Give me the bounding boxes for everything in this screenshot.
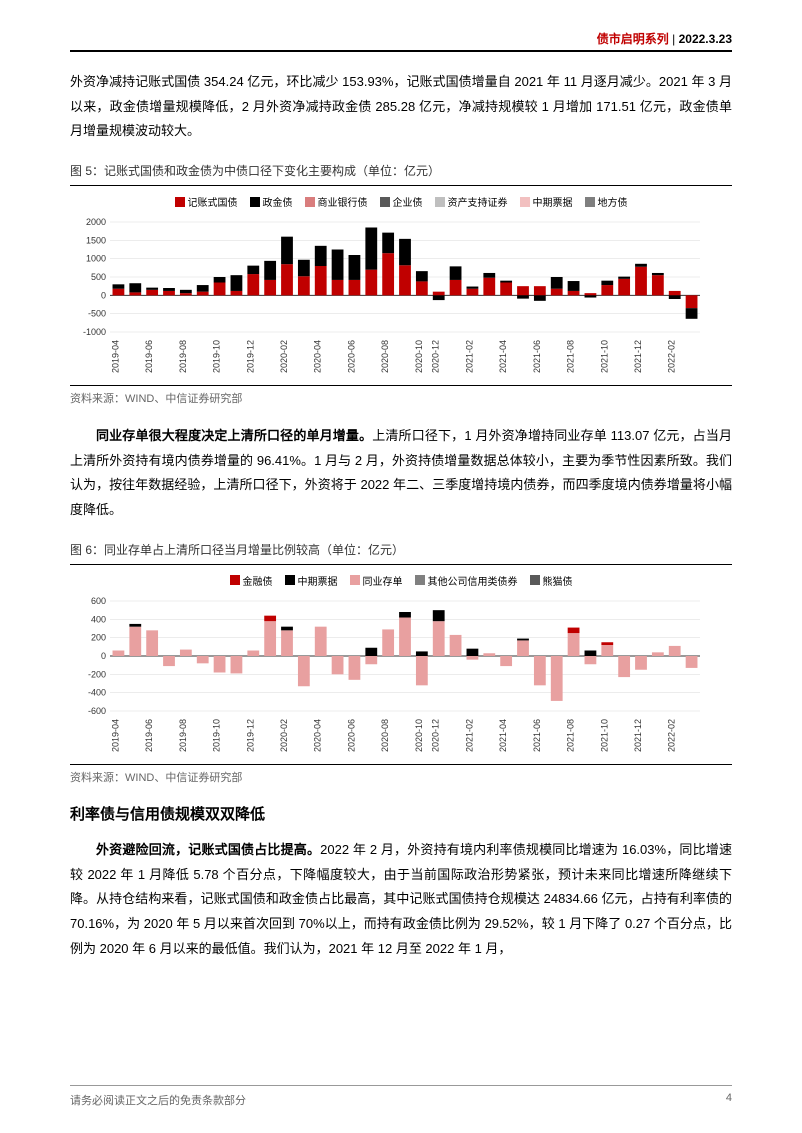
chart6-title: 图 6：同业存单占上清所口径当月增量比例较高（单位：亿元） <box>70 541 732 558</box>
svg-text:2020-04: 2020-04 <box>313 340 323 373</box>
legend-item: 记账式国债 <box>175 194 238 209</box>
svg-text:2021-12: 2021-12 <box>633 340 643 373</box>
svg-text:2019-12: 2019-12 <box>245 719 255 752</box>
legend-item: 其他公司信用类债券 <box>415 573 518 588</box>
svg-text:1000: 1000 <box>86 254 106 264</box>
svg-text:2020-12: 2020-12 <box>431 719 441 752</box>
legend-item: 商业银行债 <box>305 194 368 209</box>
chart5-title: 图 5：记账式国债和政金债为中债口径下变化主要构成（单位：亿元） <box>70 162 732 179</box>
svg-text:2021-04: 2021-04 <box>498 719 508 752</box>
svg-text:-400: -400 <box>88 687 106 697</box>
chart6-source: 资料来源：WIND、中信证券研究部 <box>70 769 732 785</box>
chart5-svg: -1000 -500 0 500 1000 1500 2000 2019-04 2019-06 2… <box>70 217 710 377</box>
svg-text:2020-06: 2020-06 <box>346 340 356 373</box>
footer: 请务必阅读正文之后的免责条款部分 4 <box>70 1085 732 1108</box>
svg-text:2021-10: 2021-10 <box>599 340 609 373</box>
svg-text:2020-10: 2020-10 <box>414 340 424 373</box>
svg-text:2020-02: 2020-02 <box>279 719 289 752</box>
svg-text:2020-06: 2020-06 <box>346 719 356 752</box>
chart5-legend: 记账式国债政金债商业银行债企业债资产支持证券中期票据地方债 <box>70 194 732 209</box>
series-name: 债市启明系列 <box>597 32 669 46</box>
svg-text:500: 500 <box>91 272 106 282</box>
svg-text:2020-02: 2020-02 <box>279 340 289 373</box>
chart6: 金融债中期票据同业存单其他公司信用类债券熊猫债 -600 -400 -200 0 200… <box>70 564 732 765</box>
chart5-source: 资料来源：WIND、中信证券研究部 <box>70 390 732 406</box>
paragraph-2: 同业存单很大程度决定上清所口径的单月增量。上清所口径下，1 月外资净增持同业存单… <box>70 424 732 523</box>
header-rule <box>70 50 732 52</box>
svg-text:600: 600 <box>91 596 106 606</box>
svg-text:2019-10: 2019-10 <box>212 340 222 373</box>
paragraph-3: 外资避险回流，记账式国债占比提高。2022 年 2 月，外资持有境内利率债规模同… <box>70 838 732 961</box>
svg-text:2019-04: 2019-04 <box>110 340 120 373</box>
svg-text:2019-06: 2019-06 <box>144 340 154 373</box>
svg-text:2019-08: 2019-08 <box>178 340 188 373</box>
svg-text:2019-08: 2019-08 <box>178 719 188 752</box>
svg-text:2021-08: 2021-08 <box>566 340 576 373</box>
svg-text:2020-08: 2020-08 <box>380 340 390 373</box>
chart6-svg: -600 -400 -200 0 200 400 600 2019-04 2019-06 2019… <box>70 596 710 756</box>
svg-text:2019-10: 2019-10 <box>212 719 222 752</box>
svg-text:2019-04: 2019-04 <box>110 719 120 752</box>
svg-text:-200: -200 <box>88 669 106 679</box>
svg-text:2021-02: 2021-02 <box>464 340 474 373</box>
svg-text:2021-10: 2021-10 <box>599 719 609 752</box>
svg-text:2022-02: 2022-02 <box>667 719 677 752</box>
svg-text:2022-02: 2022-02 <box>667 340 677 373</box>
svg-text:2021-08: 2021-08 <box>566 719 576 752</box>
svg-text:2020-12: 2020-12 <box>431 340 441 373</box>
legend-item: 企业债 <box>380 194 423 209</box>
svg-text:2020-10: 2020-10 <box>414 719 424 752</box>
svg-text:2021-06: 2021-06 <box>532 719 542 752</box>
svg-text:2021-02: 2021-02 <box>464 719 474 752</box>
chart5: 记账式国债政金债商业银行债企业债资产支持证券中期票据地方债 -1000 -500 0… <box>70 185 732 386</box>
paragraph-1: 外资净减持记账式国债 354.24 亿元，环比减少 153.93%，记账式国债增… <box>70 70 732 144</box>
legend-item: 资产支持证券 <box>435 194 508 209</box>
svg-text:-600: -600 <box>88 706 106 716</box>
svg-text:2020-08: 2020-08 <box>380 719 390 752</box>
svg-text:400: 400 <box>91 614 106 624</box>
svg-text:2020-04: 2020-04 <box>313 719 323 752</box>
chart6-legend: 金融债中期票据同业存单其他公司信用类债券熊猫债 <box>70 573 732 588</box>
legend-item: 金融债 <box>230 573 273 588</box>
svg-text:-1000: -1000 <box>83 327 106 337</box>
page-number: 4 <box>726 1092 732 1108</box>
legend-item: 中期票据 <box>520 194 573 209</box>
legend-item: 政金债 <box>250 194 293 209</box>
svg-text:2021-06: 2021-06 <box>532 340 542 373</box>
svg-text:2021-12: 2021-12 <box>633 719 643 752</box>
section-title: 利率债与信用债规模双双降低 <box>70 803 732 824</box>
header-meta: 债市启明系列 | 2022.3.23 <box>597 30 732 47</box>
legend-item: 熊猫债 <box>530 573 573 588</box>
footer-disclaimer: 请务必阅读正文之后的免责条款部分 <box>70 1092 246 1108</box>
svg-text:2019-12: 2019-12 <box>245 340 255 373</box>
svg-text:0: 0 <box>101 290 106 300</box>
svg-text:2021-04: 2021-04 <box>498 340 508 373</box>
header-date: 2022.3.23 <box>679 32 732 46</box>
svg-text:0: 0 <box>101 651 106 661</box>
svg-text:-500: -500 <box>88 309 106 319</box>
svg-text:2000: 2000 <box>86 217 106 227</box>
svg-text:2019-06: 2019-06 <box>144 719 154 752</box>
svg-text:1500: 1500 <box>86 235 106 245</box>
legend-item: 中期票据 <box>285 573 338 588</box>
legend-item: 同业存单 <box>350 573 403 588</box>
legend-item: 地方债 <box>585 194 628 209</box>
svg-text:200: 200 <box>91 632 106 642</box>
